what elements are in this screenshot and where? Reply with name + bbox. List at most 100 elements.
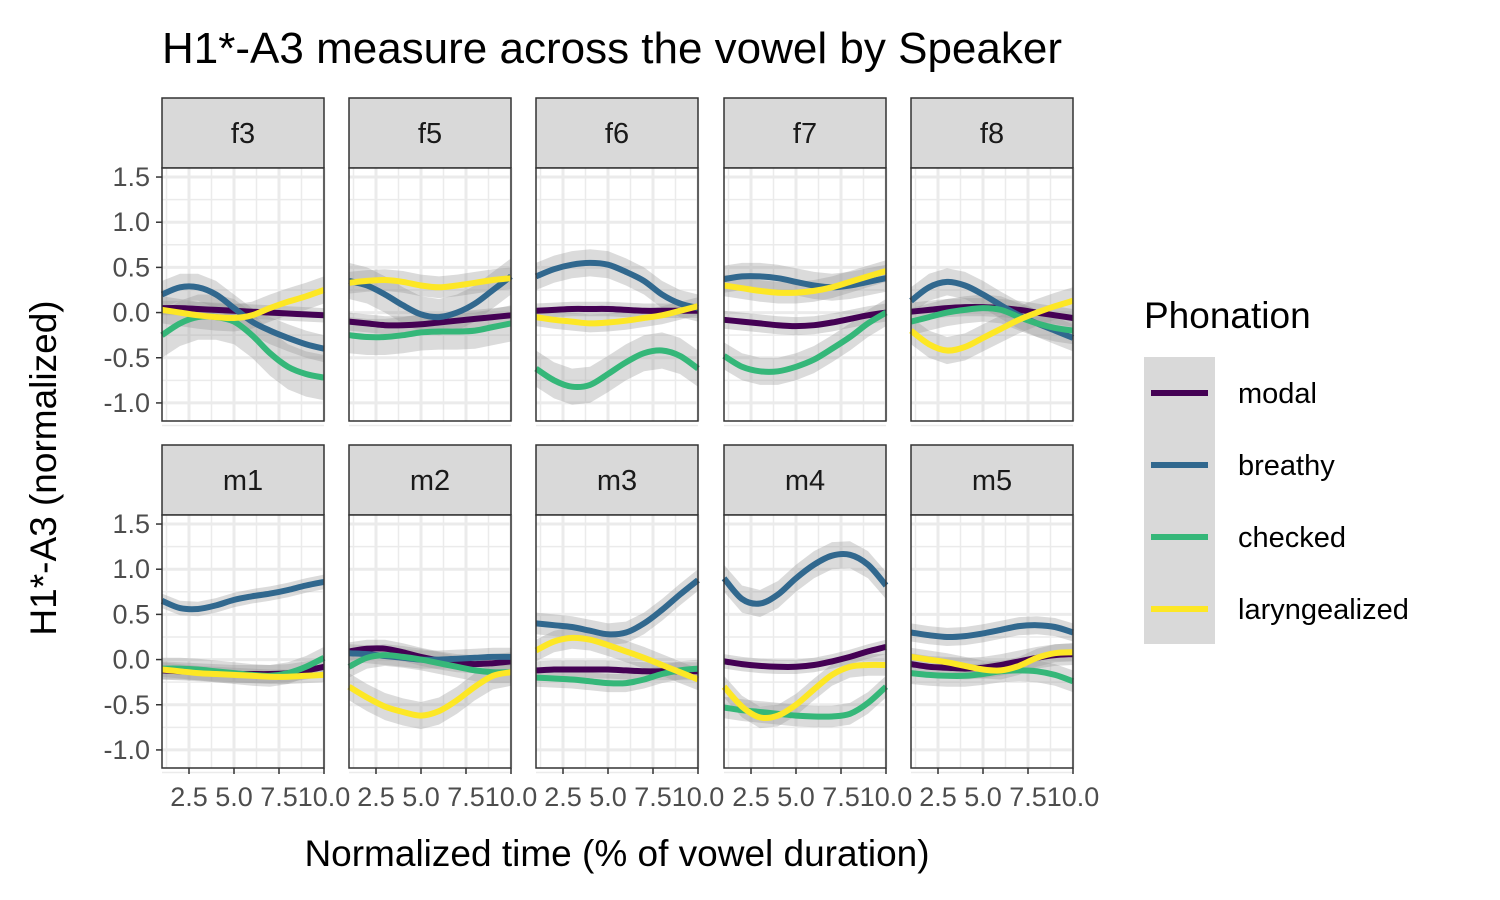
legend-item-checked: checked [1151, 522, 1346, 554]
x-axis-title: Normalized time (% of vowel duration) [304, 833, 929, 874]
facet-strip-label: f7 [793, 118, 817, 150]
series-line-laryngealized [161, 666, 325, 680]
x-tick-label: 10.0 [672, 782, 725, 812]
series-line-laryngealized [161, 287, 325, 322]
panel-border [348, 167, 512, 422]
series-line-modal [723, 643, 887, 670]
facet-panel-m1: m1 -1.0 -0.5 0.0 0.5 1.0 1.5 2.5 5.0 7.5 10.0 [103, 444, 351, 812]
series-line-checked [910, 305, 1074, 334]
x-tick-label: 5.0 [777, 782, 815, 812]
facet-panel-f7: f7 [722, 97, 888, 427]
ribbon-modal [724, 303, 886, 336]
series-line-checked [535, 665, 699, 687]
series-line-laryngealized [535, 303, 699, 327]
legend-item-laryngealized: laryngealized [1151, 594, 1409, 626]
ribbon-checked [724, 299, 886, 385]
series-line-checked [160, 313, 325, 381]
x-tick-label: 5.0 [402, 782, 440, 812]
facet-strip-label: m2 [410, 465, 450, 497]
series-line-modal [348, 312, 512, 329]
series-line-checked [348, 320, 512, 341]
ribbon-breathy [724, 541, 886, 618]
ribbon-laryngealized [349, 267, 511, 299]
facet-strip [535, 444, 699, 516]
facet-strip [535, 97, 699, 169]
series-line-breathy [535, 577, 700, 638]
series-line-laryngealized [723, 268, 887, 296]
series-line-checked [722, 310, 888, 375]
y-tick-label: -1.0 [103, 388, 150, 418]
panel-border [348, 514, 512, 769]
legend-label: laryngealized [1238, 594, 1409, 626]
facet-panel-f5: f5 [348, 97, 513, 427]
facet-panels: f3 -1.0 -0.5 0.0 0.5 1.0 1.5 f5 f6 f7 f8 m1 -1.0 -0.5… [103, 97, 1100, 812]
facet-strip [161, 97, 325, 169]
x-tick-label: 7.5 [822, 782, 860, 812]
y-tick-label: 1.0 [112, 207, 150, 237]
chart-title: H1*-A3 measure across the vowel by Speak… [162, 24, 1062, 73]
x-tick-label: 2.5 [357, 782, 395, 812]
legend-key-background [1144, 357, 1215, 644]
panel-border [910, 167, 1074, 422]
series-line-modal [723, 309, 887, 330]
x-tick-label: 5.0 [215, 782, 253, 812]
legend-title: Phonation [1144, 295, 1311, 336]
ribbon-breathy [349, 258, 511, 336]
y-tick-label: -0.5 [103, 343, 150, 373]
series-line-laryngealized [347, 669, 512, 719]
series-line-laryngealized [534, 634, 700, 683]
facet-strip-label: f8 [980, 118, 1004, 150]
ribbon-laryngealized [349, 658, 511, 730]
y-tick-label: 0.5 [112, 599, 150, 629]
series-line-laryngealized [721, 661, 887, 722]
facet-panel-m2: m2 2.5 5.0 7.5 10.0 [347, 444, 537, 812]
x-tick-label: 2.5 [544, 782, 582, 812]
x-tick-label: 10.0 [1047, 782, 1100, 812]
panel-background [162, 515, 324, 768]
x-tick-label: 7.5 [260, 782, 298, 812]
facet-panel-m5: m5 2.5 5.0 7.5 10.0 [910, 444, 1100, 812]
ribbon-checked [162, 294, 324, 401]
y-tick-label: -0.5 [103, 690, 150, 720]
facet-strip-label: m1 [223, 465, 263, 497]
legend-label: modal [1238, 378, 1317, 410]
x-tick-label: 10.0 [298, 782, 351, 812]
x-tick-label: 7.5 [1009, 782, 1047, 812]
facet-strip [723, 444, 887, 516]
x-tick-label: 7.5 [634, 782, 672, 812]
panel-border [161, 167, 325, 422]
y-tick-label: 0.5 [112, 252, 150, 282]
facet-panel-f8: f8 [909, 97, 1075, 427]
panel-border [910, 514, 1074, 769]
panel-border [535, 167, 699, 422]
facet-strip [348, 444, 512, 516]
panel-border [723, 167, 887, 422]
series-line-laryngealized [348, 275, 512, 291]
series-line-breathy [160, 578, 325, 613]
x-tick-label: 5.0 [589, 782, 627, 812]
x-tick-label: 7.5 [447, 782, 485, 812]
facet-strip-label: f6 [605, 118, 629, 150]
facet-panel-m4: m4 2.5 5.0 7.5 10.0 [721, 444, 913, 812]
y-axis-title: H1*-A3 (normalized) [23, 300, 64, 635]
facet-panel-f3: f3 -1.0 -0.5 0.0 0.5 1.0 1.5 [103, 97, 326, 427]
x-tick-label: 2.5 [919, 782, 957, 812]
panel-border [535, 514, 699, 769]
facet-strip [910, 444, 1074, 516]
facet-panel-f6: f6 [534, 97, 700, 427]
facet-strip-label: m3 [597, 465, 637, 497]
legend-item-breathy: breathy [1151, 450, 1335, 482]
series-line-breathy [723, 273, 887, 291]
series-line-laryngealized [909, 297, 1074, 354]
y-tick-label: 1.5 [112, 509, 150, 539]
series-line-laryngealized [910, 649, 1074, 674]
y-tick-label: 1.5 [112, 162, 150, 192]
facet-panel-m3: m3 2.5 5.0 7.5 10.0 [534, 444, 725, 812]
panel-border [723, 514, 887, 769]
series-line-breathy [721, 550, 889, 607]
x-tick-label: 10.0 [860, 782, 913, 812]
ribbon-checked [536, 659, 698, 693]
facet-strip [723, 97, 887, 169]
ribbon-laryngealized [536, 627, 698, 691]
